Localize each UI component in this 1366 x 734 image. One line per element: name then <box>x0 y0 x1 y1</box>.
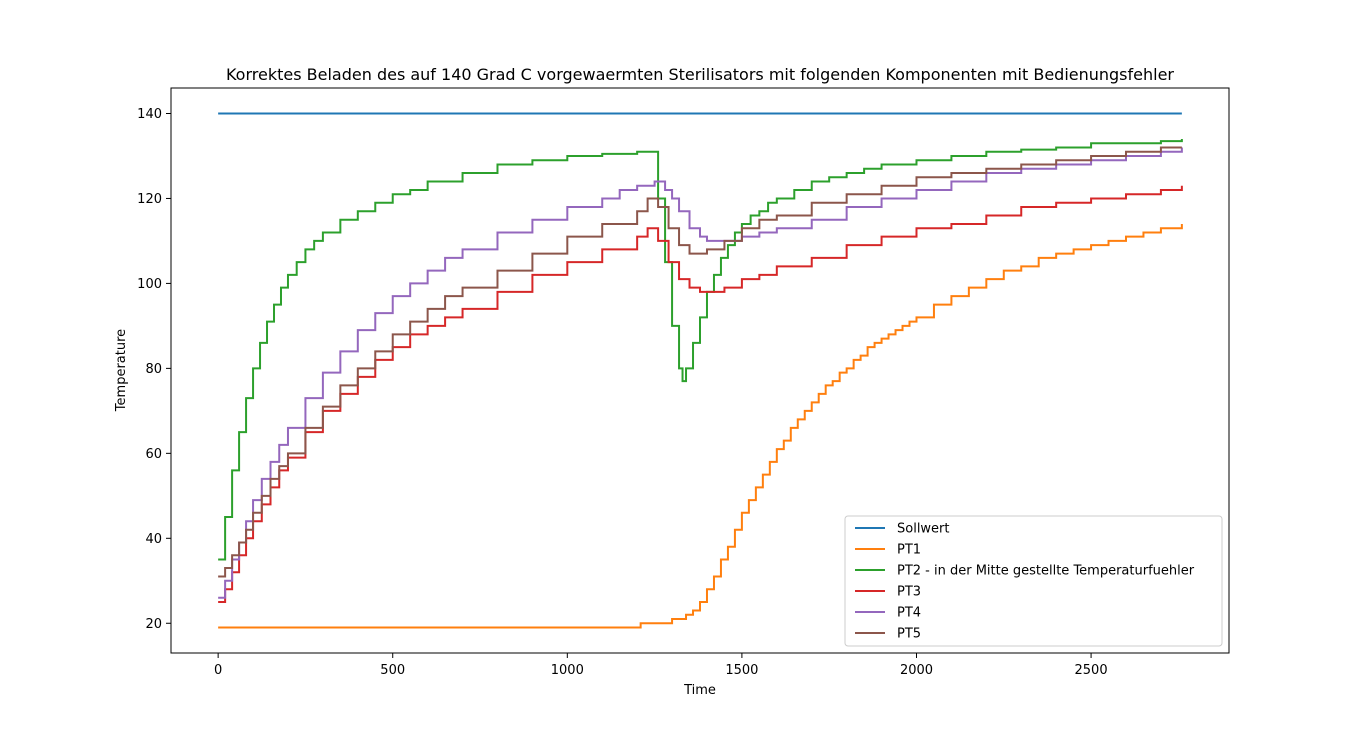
legend-label: PT1 <box>897 543 921 558</box>
y-tick-label: 20 <box>145 617 162 632</box>
legend-label: Sollwert <box>897 522 950 537</box>
legend-label: PT2 - in der Mitte gestellte Temperaturf… <box>897 564 1195 579</box>
y-tick-label: 100 <box>137 277 162 292</box>
x-tick-label: 1000 <box>551 663 584 678</box>
y-axis-label: Temperature <box>114 329 129 412</box>
legend: Sollwert PT1 PT2 - in der Mitte gestellte … <box>844 515 1223 647</box>
series-line-6 <box>218 146 1182 578</box>
y-axis: 20 40 60 80 100 120 140 <box>137 107 171 632</box>
x-tick-label: 2000 <box>900 663 933 678</box>
legend-label: PT3 <box>897 585 921 600</box>
y-tick-label: 80 <box>145 362 162 377</box>
series-line-2 <box>218 223 1183 629</box>
legend-box <box>844 515 1223 647</box>
series-line-5 <box>218 147 1183 599</box>
x-tick-label: 500 <box>380 663 405 678</box>
chart-title: Korrektes Beladen des auf 140 Grad C vor… <box>226 65 1174 84</box>
x-axis: 0 500 1000 1500 2000 2500 <box>214 653 1108 678</box>
legend-label: PT4 <box>897 606 921 621</box>
series-line-3 <box>218 138 1183 561</box>
x-tick-label: 0 <box>214 663 222 678</box>
y-tick-label: 140 <box>137 107 162 122</box>
x-axis-label: Time <box>683 683 716 698</box>
y-tick-label: 60 <box>145 447 162 462</box>
legend-label: PT5 <box>897 627 921 642</box>
plot-area <box>218 112 1183 629</box>
y-tick-label: 40 <box>145 532 162 547</box>
axes-frame <box>170 87 1230 654</box>
y-tick-label: 120 <box>137 192 162 207</box>
x-tick-label: 2500 <box>1075 663 1108 678</box>
x-tick-label: 1500 <box>725 663 758 678</box>
